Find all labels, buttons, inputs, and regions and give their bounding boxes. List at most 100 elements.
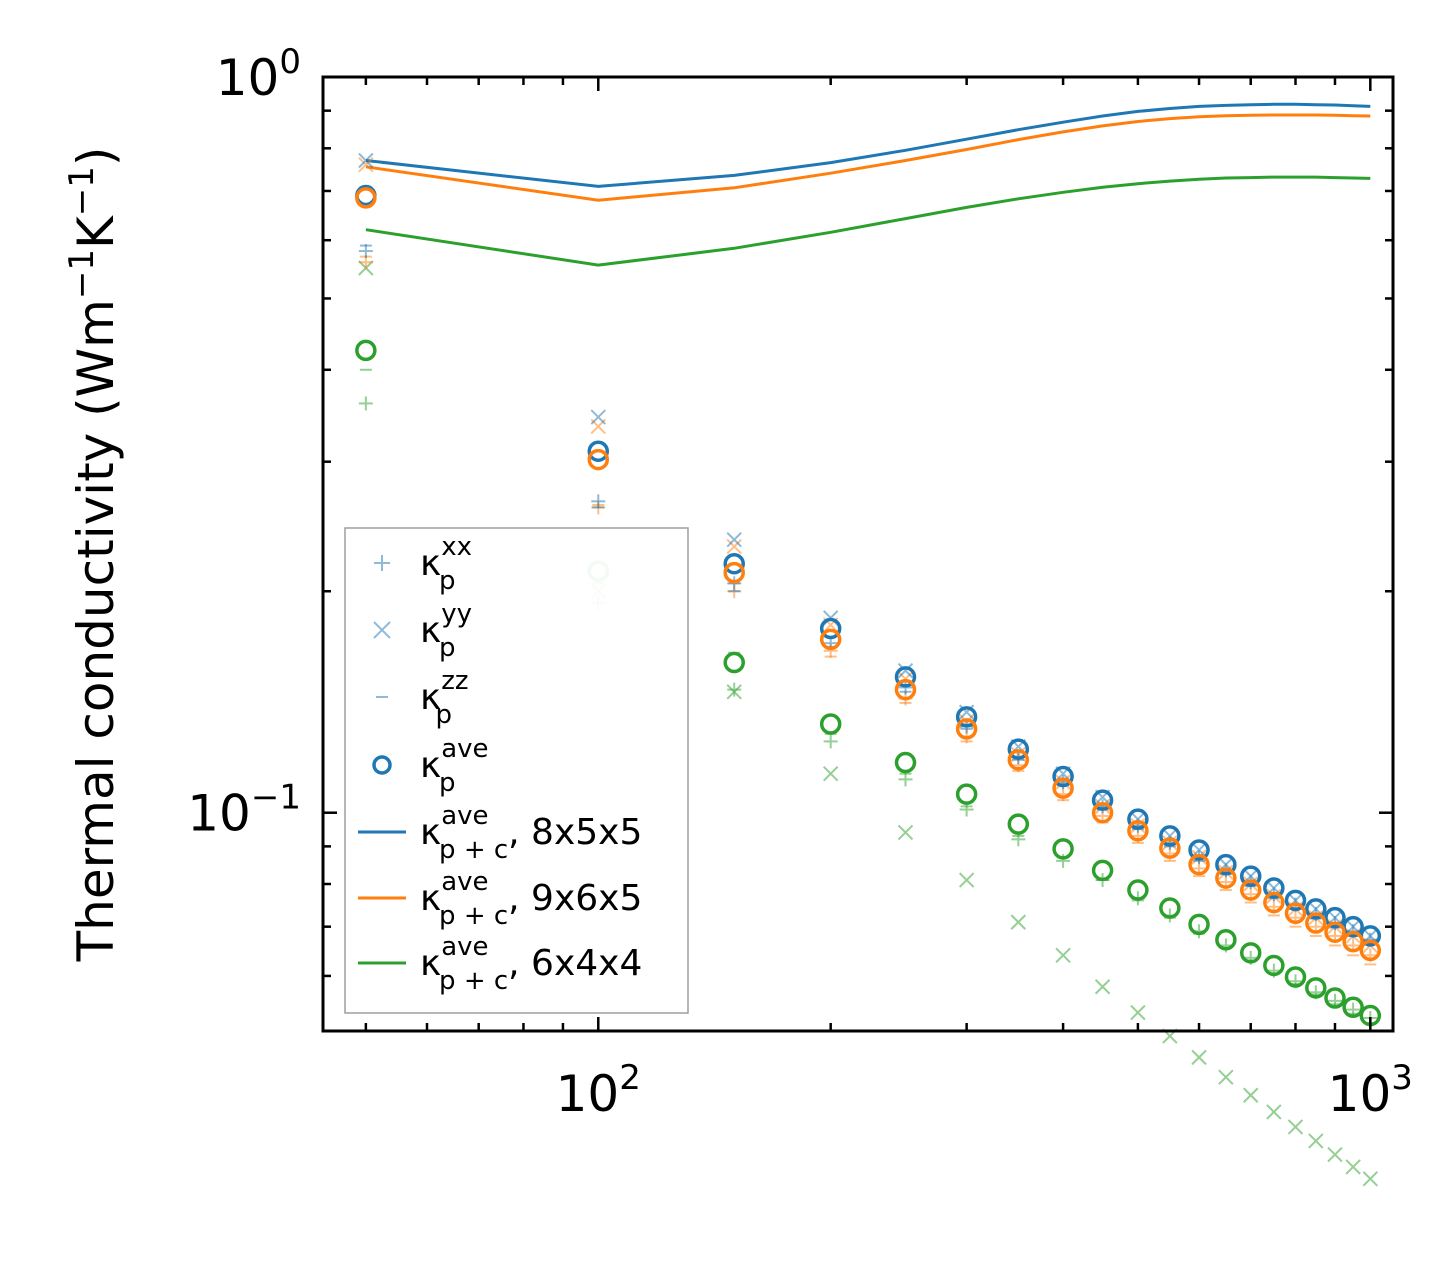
- legend-item-0: κxx p: [374, 532, 472, 596]
- point-kave-orange: [587, 448, 610, 471]
- point-kyy-blue: [1191, 842, 1207, 858]
- point-kyy-blue: [1345, 918, 1361, 935]
- point-kyy-green: [1055, 947, 1071, 964]
- point-kave-green: [1239, 942, 1262, 964]
- point-kave-orange: [723, 561, 745, 584]
- point-kyy-blue: [1266, 880, 1282, 896]
- legend-label: κave p: [420, 734, 489, 798]
- point-kyy-green: [1345, 1159, 1361, 1175]
- point-kxx-green: [959, 802, 974, 817]
- point-kyy-blue: [590, 409, 606, 425]
- point-kave-blue: [1188, 839, 1210, 861]
- point-kyy-green: [1130, 1004, 1146, 1021]
- point-kave-green: [819, 713, 842, 735]
- legend-label: κave p + c, 8x5x5: [420, 801, 642, 865]
- point-kave-blue: [587, 440, 610, 462]
- point-kave-orange: [819, 628, 842, 651]
- legend-item-3: κave p: [372, 734, 489, 798]
- point-kave-orange: [1127, 820, 1149, 842]
- series-line-6x4x4: [365, 175, 1371, 267]
- point-kave-blue: [1239, 865, 1262, 887]
- point-kyy-green: [1094, 979, 1111, 995]
- point-kyy-blue: [897, 662, 914, 679]
- point-kave-green: [1284, 966, 1307, 988]
- point-kave-green: [1342, 996, 1364, 1018]
- legend-marker-cross: [373, 621, 391, 639]
- plot-area: [355, 102, 1382, 1187]
- point-kave-blue: [1263, 877, 1285, 899]
- point-kave-orange: [1305, 912, 1327, 934]
- point-kave-green: [1215, 928, 1237, 951]
- point-kave-blue: [723, 552, 745, 575]
- point-kave-blue: [1324, 906, 1346, 929]
- legend-label: κave p + c, 6x4x4: [420, 932, 642, 996]
- point-kyy-green: [1308, 1133, 1324, 1149]
- point-kyy-green: [1266, 1104, 1282, 1120]
- point-kave-orange: [955, 718, 978, 740]
- legend-marker-plus: [374, 555, 390, 571]
- point-kave-green: [1263, 954, 1285, 977]
- point-kyy-blue: [1362, 928, 1379, 944]
- legend-item-2: κzz p: [376, 666, 469, 730]
- point-kyy-blue: [358, 152, 374, 169]
- point-kave-blue: [1127, 808, 1149, 830]
- point-kave-blue: [894, 666, 917, 688]
- legend-item-5: κave p + c, 9x6x5: [358, 867, 642, 931]
- point-kave-orange: [1052, 777, 1074, 799]
- point-kave-blue: [1215, 853, 1237, 876]
- point-kave-green: [1159, 897, 1181, 919]
- point-kave-blue: [1159, 825, 1181, 847]
- point-kave-green: [1091, 859, 1114, 882]
- legend-label: κyy p: [420, 599, 472, 663]
- point-kxx-green: [898, 772, 913, 787]
- point-kave-orange: [1215, 867, 1237, 889]
- point-kxx-green: [358, 396, 373, 411]
- y-tick-label: 100: [216, 42, 301, 107]
- point-kyy-green: [1218, 1069, 1234, 1085]
- point-kyy-green: [1287, 1119, 1304, 1135]
- point-kyy-green: [822, 765, 839, 782]
- axes: 102 103 100 10−1 Thermal conductivity (Wm−1K…: [62, 42, 1413, 1123]
- point-kyy-orange: [358, 156, 374, 173]
- series-line-9x6x5: [365, 113, 1371, 202]
- point-kave-green: [894, 751, 917, 774]
- point-kave-blue: [1052, 765, 1074, 788]
- point-kave-orange: [1239, 879, 1262, 901]
- legend-marker-circle: [372, 755, 392, 775]
- point-kyy-green: [1191, 1049, 1207, 1066]
- point-kave-orange: [1188, 853, 1210, 876]
- point-kave-orange: [1324, 921, 1346, 943]
- legend-label: κave p + c, 9x6x5: [420, 867, 642, 931]
- point-kxx-blue: [591, 494, 606, 509]
- point-kyy-green: [897, 824, 914, 841]
- point-kxx-green: [727, 682, 742, 697]
- point-kyy-green: [1010, 914, 1027, 930]
- point-kave-green: [1052, 838, 1074, 860]
- point-kave-orange: [1091, 801, 1114, 824]
- point-kave-orange: [1284, 902, 1307, 925]
- point-kyy-green: [1362, 1171, 1379, 1187]
- legend-label: κzz p: [420, 666, 469, 730]
- point-kyy-green: [1327, 1146, 1343, 1163]
- legend-label: κxx p: [420, 532, 472, 596]
- legend-item-4: κave p + c, 8x5x5: [358, 801, 642, 865]
- point-kyy-green: [958, 872, 975, 888]
- legend-item-1: κyy p: [373, 599, 472, 663]
- point-kave-green: [1324, 987, 1346, 1009]
- legend-item-6: κave p + c, 6x4x4: [358, 932, 642, 996]
- legend-box: [344, 527, 689, 1014]
- y-axis-title: Thermal conductivity (Wm−1K−1): [62, 147, 125, 963]
- point-kave-blue: [819, 617, 842, 640]
- point-kave-green: [1127, 879, 1149, 901]
- point-kave-blue: [1007, 738, 1030, 760]
- point-kave-green: [1188, 913, 1210, 936]
- point-kyy-green: [726, 684, 742, 700]
- point-kave-green: [355, 339, 377, 362]
- point-kave-orange: [1263, 891, 1285, 914]
- point-kave-orange: [355, 187, 377, 209]
- point-kyy-green: [1243, 1087, 1259, 1103]
- point-kave-green: [955, 783, 978, 805]
- point-kyy-blue: [1327, 909, 1343, 926]
